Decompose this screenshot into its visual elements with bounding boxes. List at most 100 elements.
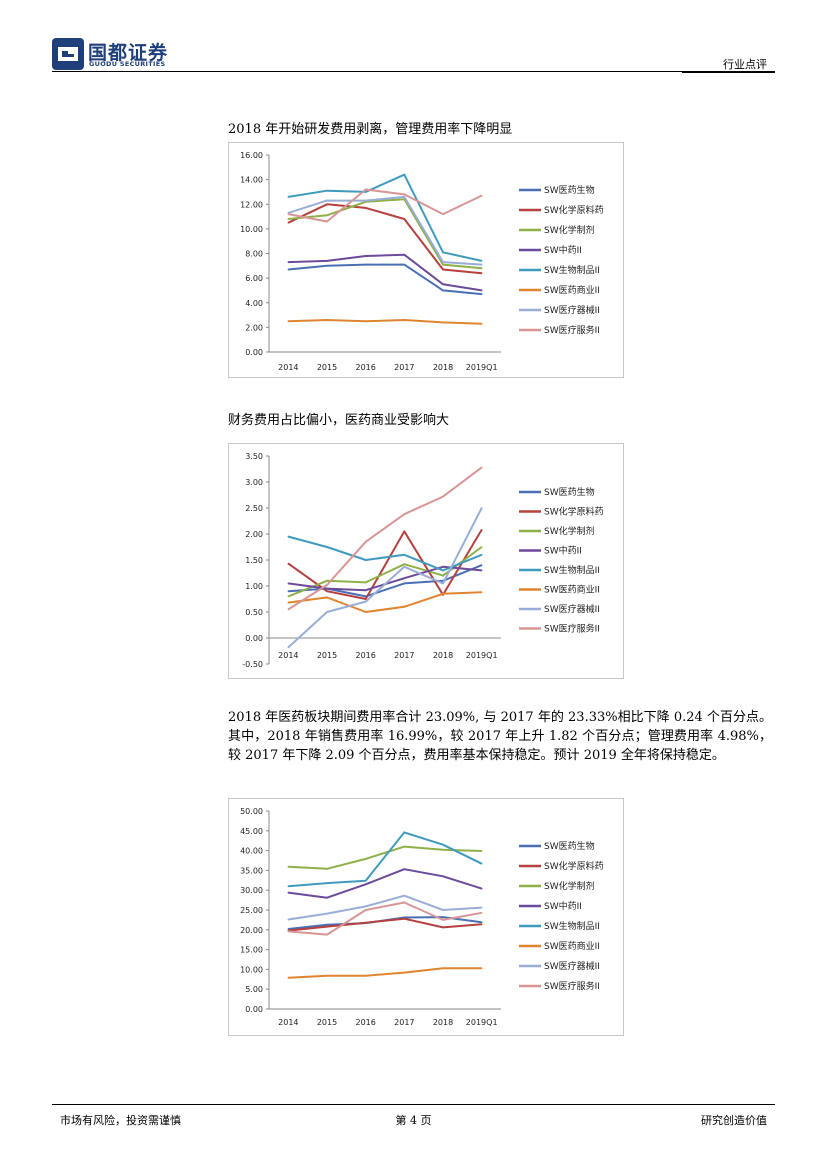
x-tick-label: 2014 xyxy=(278,363,298,372)
data-point xyxy=(326,319,328,321)
data-point xyxy=(364,188,367,191)
x-tick-label: 2018 xyxy=(433,1018,453,1027)
y-tick-label: 50.00 xyxy=(240,807,263,816)
y-tick-label: 15.00 xyxy=(240,946,263,955)
x-tick-label: 2014 xyxy=(278,1018,298,1027)
chart2-frame: -0.50 0.00 0.50 1.00 1.50 2.00 2.50 3.00 3.50 201… xyxy=(228,443,624,679)
data-point xyxy=(287,646,290,649)
y-tick-label: 0.00 xyxy=(245,634,263,643)
header-divider-accent xyxy=(682,71,775,73)
legend-label: SW中药II xyxy=(544,244,582,256)
data-point xyxy=(326,220,328,223)
data-point xyxy=(364,199,367,202)
series-line xyxy=(287,195,482,266)
header-tag: 行业点评 xyxy=(723,58,767,71)
data-point xyxy=(287,562,290,565)
legend-label: SW医药生物 xyxy=(544,840,595,852)
data-point xyxy=(364,589,367,591)
x-tick-label: 2017 xyxy=(394,651,414,660)
data-point xyxy=(442,495,444,498)
data-point xyxy=(364,581,367,584)
data-point xyxy=(287,918,290,921)
legend-label: SW生物制品II xyxy=(544,264,600,276)
data-point xyxy=(442,268,444,271)
data-point xyxy=(287,582,290,585)
series-line xyxy=(287,203,482,275)
legend-label: SW化学原料药 xyxy=(544,204,604,216)
series-line xyxy=(288,188,483,223)
series-line xyxy=(288,831,483,888)
data-point xyxy=(364,598,367,600)
data-point xyxy=(326,882,328,884)
data-point xyxy=(326,546,328,548)
legend-label: SW化学制剂 xyxy=(544,880,595,892)
data-point xyxy=(287,608,290,611)
y-tick-label: 20.00 xyxy=(240,926,263,935)
data-point xyxy=(287,866,290,868)
legend-label: SW中药II xyxy=(544,900,582,912)
x-tick-label: 2015 xyxy=(317,651,337,660)
data-point xyxy=(442,261,444,263)
y-tick-label: 45.00 xyxy=(240,827,263,836)
footer-disclaimer: 市场有风险，投资需谨慎 xyxy=(60,1114,181,1127)
data-point xyxy=(287,221,290,224)
data-point xyxy=(403,530,406,533)
data-point xyxy=(403,901,406,904)
y-tick-label: 2.00 xyxy=(245,323,263,332)
legend-label: SW中药II xyxy=(544,545,582,557)
data-point xyxy=(480,569,483,572)
data-point xyxy=(480,263,483,266)
data-point xyxy=(326,974,328,977)
data-point xyxy=(326,587,328,590)
chart1-frame: 0.00 2.00 4.00 6.00 8.00 10.00 12.00 14.00 16.00… xyxy=(228,142,624,378)
y-tick-label: 0.00 xyxy=(245,1005,263,1014)
series-line xyxy=(288,263,482,296)
y-tick-label: 30.00 xyxy=(240,886,263,895)
data-point xyxy=(403,577,406,579)
data-point xyxy=(480,267,483,270)
data-point xyxy=(326,203,328,206)
data-point xyxy=(364,858,367,860)
logo-text-cn: 国都证券 xyxy=(88,42,169,64)
data-point xyxy=(364,879,367,882)
data-point xyxy=(480,923,483,926)
data-point xyxy=(442,919,444,921)
chart3-frame: 0.00 5.00 10.00 15.00 20.00 25.00 30.00 35.00 40… xyxy=(228,798,624,1036)
x-tick-label: 2014 xyxy=(278,651,298,660)
body-paragraph: 2018 年医药板块期间费用率合计 23.09%, 与 2017 年的 23.3… xyxy=(228,710,772,763)
legend-label: SW化学原料药 xyxy=(544,506,604,518)
y-tick-label: 0.00 xyxy=(245,348,263,357)
series-line xyxy=(288,868,483,899)
data-point xyxy=(480,289,483,292)
data-point xyxy=(442,909,444,911)
data-point xyxy=(287,268,290,271)
chart1-caption: 2018 年开始研发费用剥离，管理费用率下降明显 xyxy=(228,122,513,137)
data-point xyxy=(480,887,483,890)
data-point xyxy=(364,207,367,209)
data-point xyxy=(480,967,483,970)
company-logo: 国都证券 GUODU SECURITIES xyxy=(52,38,192,70)
data-point xyxy=(287,885,290,888)
x-tick-label: 2018 xyxy=(433,363,453,372)
data-point xyxy=(442,926,444,929)
series-line xyxy=(288,845,482,870)
data-point xyxy=(403,563,406,565)
data-point xyxy=(364,909,367,911)
data-point xyxy=(364,255,367,257)
data-point xyxy=(480,272,483,274)
data-point xyxy=(403,263,406,266)
x-tick-label: 2018 xyxy=(433,651,453,660)
y-tick-label: 1.00 xyxy=(245,582,263,591)
data-point xyxy=(442,569,444,572)
data-point xyxy=(442,289,444,292)
data-point xyxy=(442,213,444,215)
x-tick-label: 2019Q1 xyxy=(466,1018,498,1027)
data-point xyxy=(403,253,406,256)
data-point xyxy=(364,320,367,323)
y-tick-label: 12.00 xyxy=(240,200,263,209)
legend-label: SW医药生物 xyxy=(544,486,595,498)
data-point xyxy=(480,911,483,914)
data-point xyxy=(326,912,328,915)
data-point xyxy=(287,601,290,604)
data-point xyxy=(442,582,444,585)
